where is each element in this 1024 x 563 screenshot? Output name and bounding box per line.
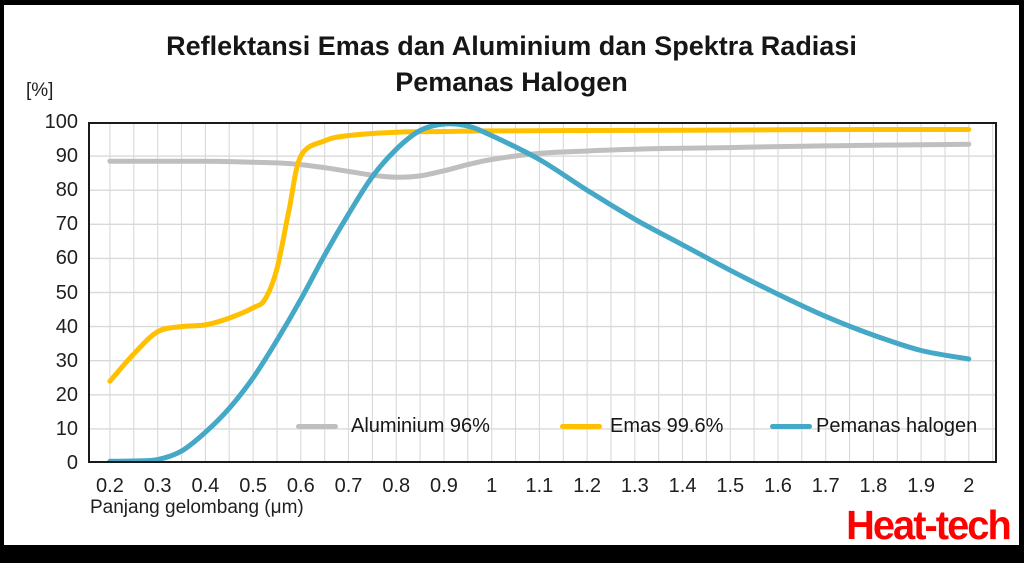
series-line-1 [107,126,972,384]
x-tick-label: 1.9 [907,475,936,497]
y-tick-label: 80 [55,179,78,202]
x-tick-label: 1.1 [525,475,554,497]
x-tick-label: 0.9 [430,475,458,497]
x-tick-label: 1.2 [573,475,602,497]
y-tick-label: 40 [55,315,78,338]
legend-line-swatch [560,424,602,429]
x-tick-label: 1.4 [668,475,697,497]
series-line-2 [107,121,972,464]
x-tick-label: 0.6 [286,475,315,497]
y-tick-label: 10 [55,417,78,440]
x-tick-label: 0.8 [382,475,411,497]
chart-canvas [88,121,997,464]
y-tick-label: 0 [66,452,78,474]
y-tick-label: 30 [55,349,78,372]
y-tick-label: 60 [55,247,78,270]
x-tick-label: 0.2 [96,475,124,497]
x-tick-label: 0.3 [143,475,172,497]
brand-logo: Heat-tech [846,502,1012,545]
x-axis-title: Panjang gelombang (μm) [90,497,304,518]
plot-area [88,121,997,464]
plot-border [88,122,997,463]
x-tick-label: 0.7 [334,475,363,497]
x-tick-label: 1.5 [716,475,745,497]
y-tick-label: 90 [55,145,78,168]
chart-title-line-1: Reflektansi Emas dan Aluminium dan Spekt… [166,31,857,61]
legend-label: Aluminium 96% [351,415,490,437]
x-tick-label: 0.5 [239,475,267,497]
y-axis-unit-label: [%] [26,80,54,101]
x-tick-label: 1.8 [859,475,888,497]
x-tick-label: 1.6 [764,475,792,497]
x-tick-label: 1 [486,475,498,497]
chart-title: Reflektansi Emas dan Aluminium dan Spekt… [4,28,1019,100]
chart-title-line-2: Pemanas Halogen [395,67,628,97]
y-tick-label: 50 [55,281,78,304]
legend-line-swatch [770,424,812,429]
legend-line-swatch [296,424,338,429]
x-tick-label: 1.3 [620,475,649,497]
legend-label: Emas 99.6% [610,415,724,437]
x-tick-label: 0.4 [191,475,220,497]
y-tick-label: 20 [55,383,78,406]
x-tick-label: 2 [963,475,975,497]
chart-page: Reflektansi Emas dan Aluminium dan Spekt… [4,5,1019,545]
series-line-0 [107,141,972,180]
y-tick-label: 100 [44,111,78,133]
y-tick-label: 70 [55,213,78,236]
legend-label: Pemanas halogen [816,415,978,437]
x-tick-label: 1.7 [811,475,840,497]
